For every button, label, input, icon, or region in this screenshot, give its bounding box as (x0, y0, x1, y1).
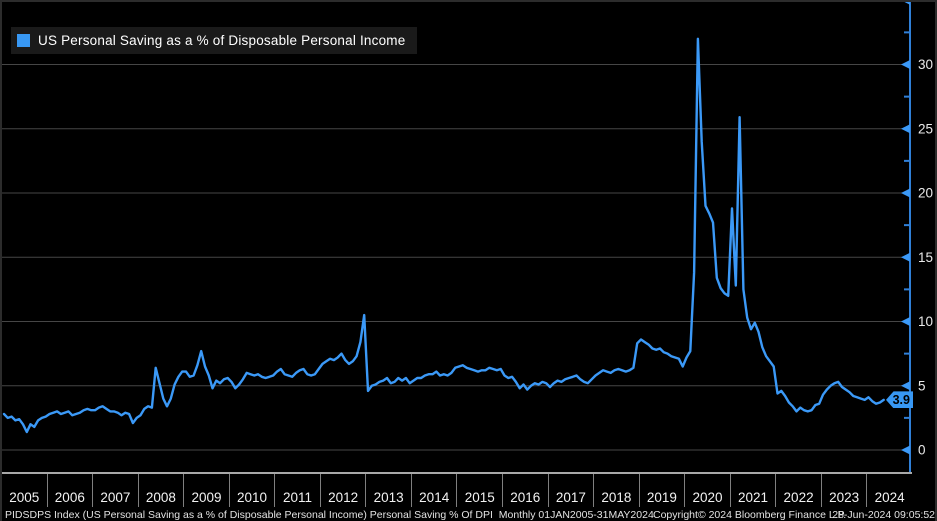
year-cell: 2007 (92, 474, 138, 507)
year-cell: 2021 (729, 474, 776, 507)
year-cell: 2010 (228, 474, 275, 507)
y-axis-tick-arrow-icon (901, 252, 910, 262)
year-label: 2014 (419, 490, 450, 505)
year-cell: 2012 (319, 474, 366, 507)
year-label: 2017 (555, 490, 586, 505)
year-label: 2019 (646, 490, 677, 505)
y-axis-tick-arrow-icon (904, 2, 910, 5)
year-cell: 2022 (775, 474, 821, 507)
y-axis-tick-arrow-icon (901, 60, 910, 69)
year-cell: 2015 (456, 474, 502, 507)
data-line-series (2, 37, 885, 434)
plot-area[interactable]: 0 5 10 15 20 25 30 (2, 2, 935, 472)
year-label: 2013 (373, 490, 404, 505)
year-label: 2024 (874, 490, 905, 505)
x-axis: 2005 2006 2007 2008 2009 2010 2011 2012 2013 2014… (2, 472, 912, 507)
security-description: PIDSDPS Index (US Personal Saving as a %… (5, 509, 654, 521)
year-label: 2015 (464, 490, 495, 505)
year-label: 2005 (9, 490, 40, 505)
year-cell: 2009 (183, 474, 229, 507)
last-value-tag: 3.9 (886, 391, 913, 409)
year-cell: 2006 (46, 474, 93, 507)
year-label: 2016 (510, 490, 541, 505)
year-label: 2006 (54, 490, 85, 505)
year-cell: 2017 (547, 474, 594, 507)
year-cell: 2020 (684, 474, 730, 507)
year-cell: 2014 (410, 474, 457, 507)
year-cell: 2016 (502, 474, 548, 507)
year-label: 2008 (145, 490, 176, 505)
y-axis-tick-label: 5 (918, 378, 926, 393)
year-label: 2022 (783, 490, 814, 505)
year-cell: 2018 (593, 474, 639, 507)
y-axis-tick-label: 0 (918, 443, 926, 458)
year-label: 2007 (100, 490, 131, 505)
year-label: 2009 (191, 490, 222, 505)
legend[interactable]: US Personal Saving as a % of Disposable … (11, 27, 418, 54)
y-axis-tick-label: 30 (918, 57, 933, 72)
timestamp: 28-Jun-2024 09:05:52 (832, 509, 935, 521)
year-label: 2023 (829, 490, 860, 505)
year-cell: 2008 (137, 474, 184, 507)
y-axis-tick-label: 25 (918, 121, 933, 136)
legend-swatch-icon (17, 34, 30, 47)
year-cell: 2011 (274, 474, 320, 507)
year-label: 2021 (738, 490, 769, 505)
y-axis-tick-label: 10 (918, 314, 933, 329)
y-axis-tick-arrow-icon (901, 445, 910, 455)
status-bar: PIDSDPS Index (US Personal Saving as a %… (2, 507, 935, 521)
year-label: 2011 (283, 490, 313, 505)
year-cell: 2013 (365, 474, 411, 507)
year-label: 2012 (328, 490, 359, 505)
year-label: 2018 (601, 490, 632, 505)
year-label: 2010 (236, 490, 268, 505)
y-axis-tick-label: 15 (918, 250, 933, 265)
y-axis-tick-arrow-icon (901, 381, 910, 391)
y-axis-tick-arrow-icon (901, 317, 910, 326)
y-axis-tick-label: 20 (918, 186, 933, 201)
y-axis-tick-arrow-icon (901, 124, 910, 134)
year-cell: 2024 (866, 474, 912, 507)
year-cell: 2023 (820, 474, 867, 507)
year-cell: 2019 (638, 474, 685, 507)
y-axis-tick-arrow-icon (901, 188, 910, 198)
copyright-text: Copyright© 2024 Bloomberg Finance L.P. (653, 509, 847, 521)
year-cell: 2005 (2, 474, 47, 507)
legend-label: US Personal Saving as a % of Disposable … (38, 33, 406, 48)
year-label: 2020 (692, 490, 723, 505)
